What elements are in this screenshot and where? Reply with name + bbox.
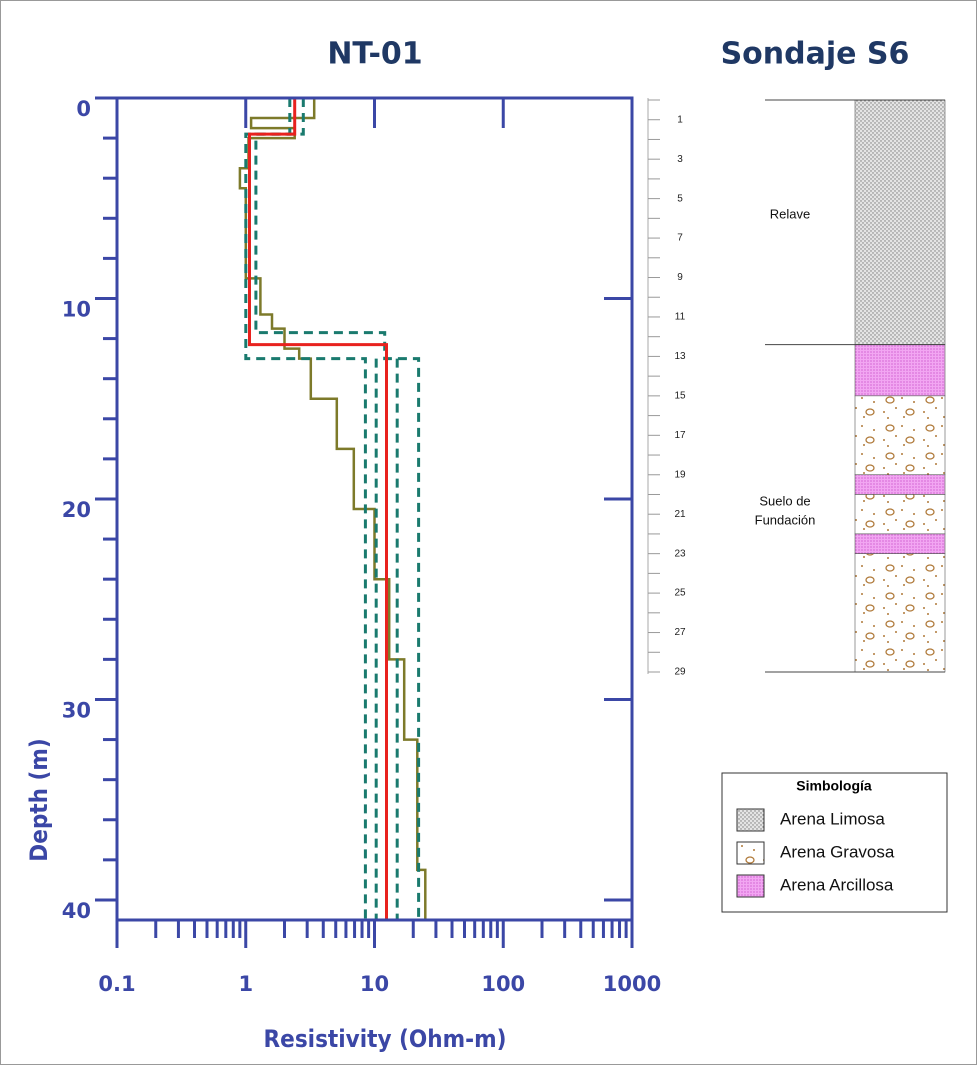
legend-swatch [737, 875, 764, 897]
x-tick-label: 1000 [603, 972, 661, 996]
y-tick-label: 40 [62, 899, 91, 923]
legend-title: Simbología [796, 778, 872, 794]
layer [855, 100, 945, 345]
page: NT-01 Resistivity (Ohm-m) Depth (m) 0.1 1… [0, 0, 977, 1065]
x-tick-label: 100 [481, 972, 525, 996]
scale-label: 23 [674, 548, 686, 559]
legend-label: Arena Arcillosa [780, 875, 894, 894]
legend-swatch [737, 809, 764, 831]
scale-label: 21 [674, 509, 686, 520]
legend-label: Arena Limosa [780, 809, 885, 828]
scale-label: 29 [674, 667, 686, 678]
scale-label: 19 [674, 469, 686, 480]
scale-label: 3 [677, 154, 683, 165]
layer [855, 534, 945, 554]
x-axis-label: Resistivity (Ohm-m) [264, 1025, 507, 1053]
chart-title: NT-01 [327, 37, 422, 72]
x-tick-label: 0.1 [98, 972, 135, 996]
scale-label: 5 [677, 193, 683, 204]
scale-label: 13 [674, 351, 686, 362]
layer [855, 494, 945, 533]
scale-label: 15 [674, 391, 686, 402]
legend-label: Arena Gravosa [780, 842, 895, 861]
zone-label: Fundación [755, 512, 816, 527]
scale-label: 17 [674, 430, 686, 441]
log-title: Sondaje S6 [721, 37, 910, 72]
scale-label: 25 [674, 588, 686, 599]
scale-label: 7 [677, 233, 683, 244]
scale-label: 9 [677, 272, 683, 283]
scale-label: 27 [674, 627, 686, 638]
layer [855, 396, 945, 475]
legend: Simbología Arena Limosa Arena Gravosa Aren… [722, 773, 947, 912]
layer [855, 345, 945, 396]
y-tick-label: 10 [62, 297, 91, 321]
zone-label: Suelo de [759, 493, 810, 508]
layer [855, 554, 945, 672]
legend-swatch [737, 842, 764, 864]
scale-label: 1 [677, 114, 683, 125]
x-tick-label: 10 [360, 972, 389, 996]
scale-label: 11 [675, 312, 686, 323]
layer [855, 475, 945, 495]
y-axis-label: Depth (m) [25, 738, 53, 861]
y-tick-label: 0 [76, 97, 91, 121]
y-tick-label: 20 [62, 498, 91, 522]
zone-label: Relave [770, 206, 810, 221]
x-tick-label: 1 [238, 972, 253, 996]
y-tick-label: 30 [62, 698, 91, 722]
